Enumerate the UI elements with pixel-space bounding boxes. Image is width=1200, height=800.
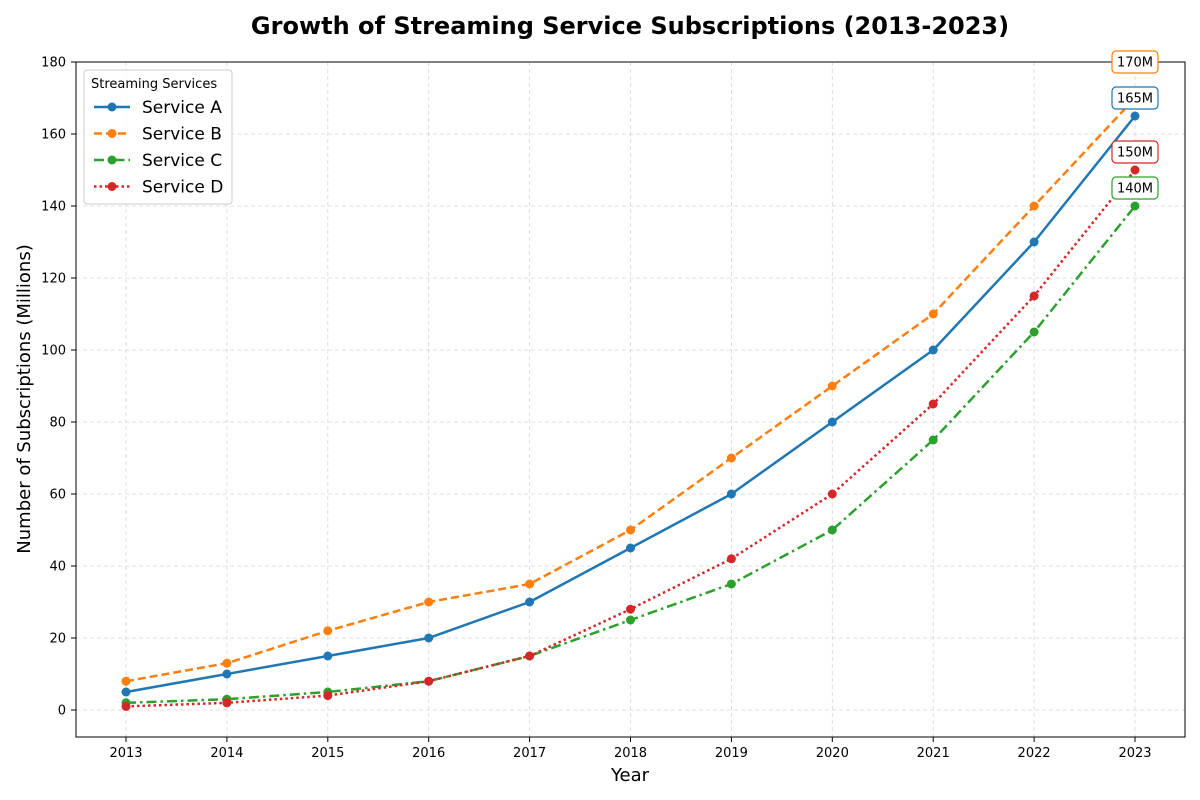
data-point-service-a — [928, 345, 938, 355]
y-tick-label: 40 — [49, 560, 66, 575]
legend-label: Service D — [142, 178, 223, 198]
data-point-service-a — [222, 669, 232, 679]
legend-item-service-b: Service B — [94, 125, 222, 145]
data-point-service-d — [626, 604, 635, 614]
data-point-service-a — [1029, 237, 1039, 247]
data-point-service-d — [1130, 165, 1140, 175]
x-tick-label: 2017 — [513, 746, 546, 761]
data-point-service-a — [626, 543, 635, 553]
y-tick-label: 160 — [41, 128, 66, 143]
data-point-service-c — [626, 615, 635, 625]
x-tick-label: 2019 — [715, 746, 748, 761]
legend-item-service-d: Service D — [94, 178, 223, 198]
x-tick-label: 2013 — [109, 746, 142, 761]
data-point-service-a — [1130, 111, 1140, 121]
x-tick-label: 2018 — [614, 746, 647, 761]
data-point-service-b — [626, 525, 635, 535]
data-point-service-c — [726, 579, 736, 589]
end-label-box — [1111, 50, 1159, 74]
data-point-service-c — [928, 435, 938, 445]
end-label-service-d: 150M — [1111, 140, 1159, 164]
legend-title: Streaming Services — [91, 77, 217, 92]
data-point-service-b — [1029, 201, 1039, 211]
end-label-box — [1111, 176, 1159, 200]
legend-swatch-marker — [107, 102, 117, 112]
data-point-service-b — [323, 626, 333, 636]
x-tick-label: 2021 — [917, 746, 950, 761]
x-tick-label: 2020 — [816, 746, 849, 761]
data-point-service-a — [525, 597, 535, 607]
end-label-text: 165M — [1117, 92, 1153, 107]
y-tick-label: 60 — [49, 488, 66, 503]
y-tick-label: 140 — [41, 200, 66, 215]
end-label-text: 170M — [1117, 56, 1153, 71]
x-axis-label: Year — [610, 765, 650, 786]
end-label-text: 150M — [1117, 146, 1153, 161]
data-point-service-b — [424, 597, 434, 607]
data-point-service-b — [928, 309, 938, 319]
data-point-service-a — [121, 687, 131, 697]
end-label-service-a: 165M — [1111, 86, 1159, 110]
data-point-service-c — [1130, 201, 1140, 211]
data-point-service-d — [1029, 291, 1039, 301]
legend-item-service-a: Service A — [94, 98, 222, 118]
end-label-service-b: 170M — [1111, 50, 1159, 74]
end-label-box — [1111, 140, 1159, 164]
legend-label: Service B — [142, 125, 222, 145]
y-tick-label: 100 — [41, 344, 66, 359]
data-point-service-b — [726, 453, 736, 463]
legend: Streaming Services Service A Service B Serv… — [83, 69, 233, 205]
legend-label: Service A — [142, 98, 222, 118]
x-tick-label: 2016 — [412, 746, 445, 761]
data-point-service-d — [323, 691, 333, 701]
data-point-service-d — [222, 698, 232, 708]
axes: 2013 2014 2015 2016 2017 2018 2019 2020 2021 2022… — [41, 56, 1186, 761]
y-axis-label: Number of Subscriptions (Millions) — [14, 244, 35, 553]
grid-lines — [76, 61, 1185, 737]
data-point-service-d — [525, 651, 535, 661]
end-label-text: 140M — [1117, 182, 1153, 197]
data-point-service-c — [1029, 327, 1039, 337]
chart-title: Growth of Streaming Service Subscription… — [251, 12, 1009, 40]
end-value-labels: 165M 170M 140M 150M — [1111, 50, 1159, 200]
x-tick-label: 2015 — [311, 746, 344, 761]
x-tick-label: 2023 — [1118, 746, 1151, 761]
data-point-service-a — [827, 417, 837, 427]
x-tick-label: 2022 — [1018, 746, 1051, 761]
data-point-service-c — [827, 525, 837, 535]
y-tick-label: 180 — [41, 56, 66, 71]
end-label-service-c: 140M — [1111, 176, 1159, 200]
data-point-service-b — [827, 381, 837, 391]
y-tick-label: 120 — [41, 272, 66, 287]
data-point-service-d — [726, 554, 736, 564]
data-point-service-a — [726, 489, 736, 499]
data-point-service-b — [121, 676, 131, 686]
end-label-box — [1111, 86, 1159, 110]
data-point-service-a — [323, 651, 333, 661]
legend-swatch-marker — [107, 129, 117, 138]
legend-swatch-marker — [107, 155, 117, 165]
y-tick-label: 0 — [58, 704, 66, 719]
data-point-service-d — [827, 489, 837, 499]
x-tick-label: 2014 — [210, 746, 243, 761]
legend-label: Service C — [142, 151, 222, 171]
y-tick-label: 80 — [49, 416, 66, 431]
data-point-service-b — [525, 579, 535, 589]
legend-box — [83, 69, 233, 205]
y-tick-label: 20 — [49, 632, 66, 647]
data-point-service-d — [928, 399, 938, 409]
legend-swatch-marker — [107, 182, 117, 191]
data-point-service-b — [222, 658, 232, 668]
data-point-service-d — [424, 676, 434, 686]
data-point-service-d — [121, 701, 131, 711]
data-point-service-a — [424, 633, 434, 643]
legend-item-service-c: Service C — [94, 151, 222, 171]
